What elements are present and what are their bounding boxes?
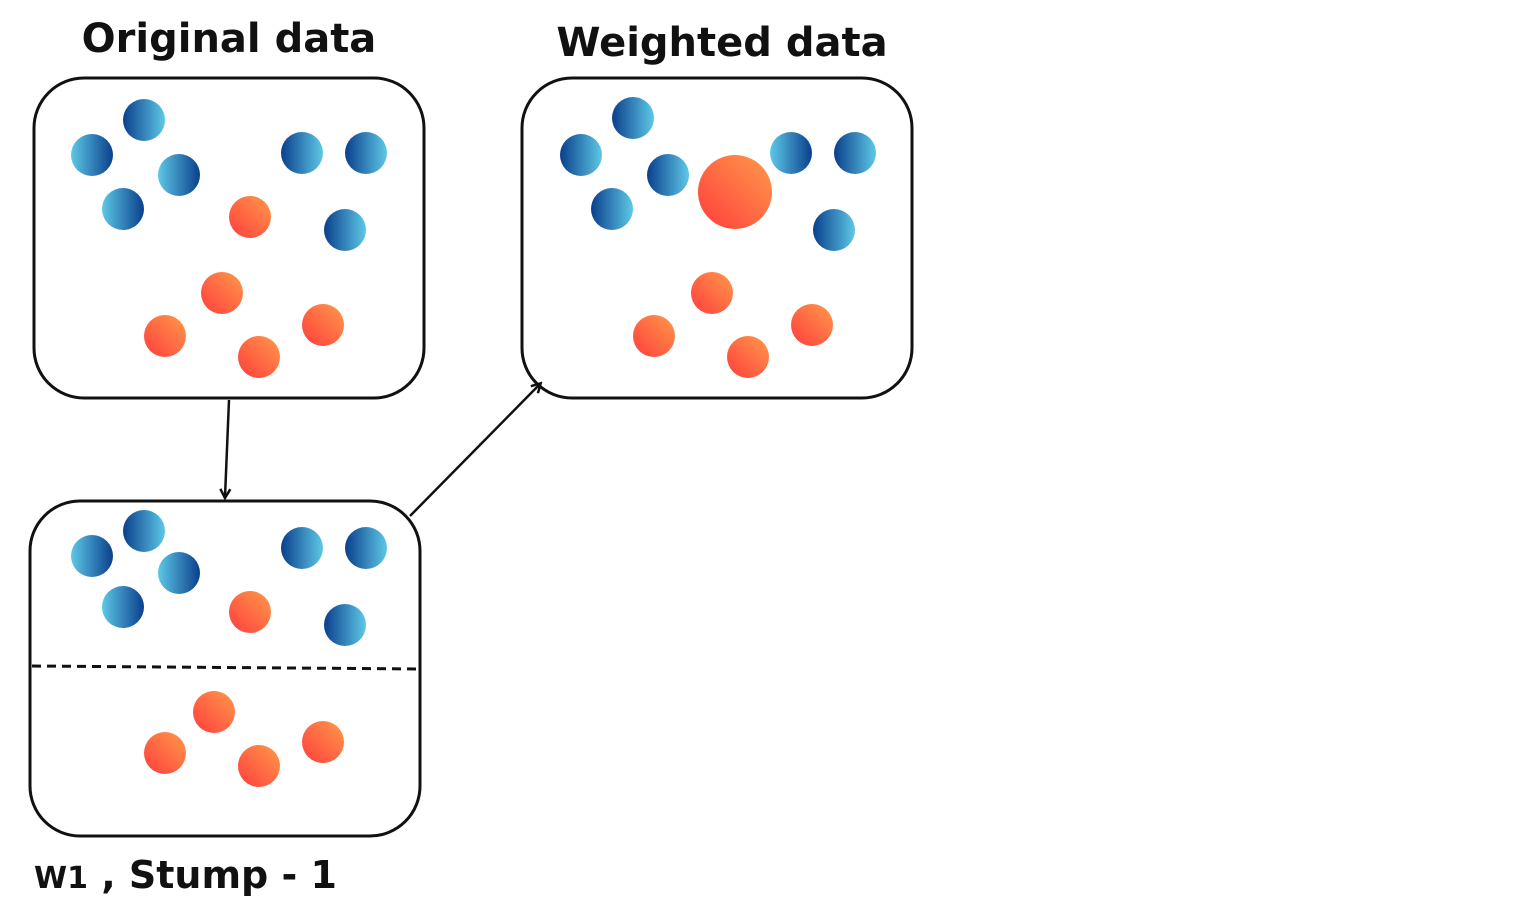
title-original-data: Original data [82, 16, 377, 62]
orange-point [302, 304, 344, 346]
orange-point-misclassified [229, 591, 271, 633]
blue-point [123, 99, 165, 141]
caption-separator: , [88, 853, 129, 897]
orange-point-upweighted [698, 155, 772, 229]
blue-point [123, 510, 165, 552]
orange-point [238, 336, 280, 378]
blue-point [102, 586, 144, 628]
orange-point [238, 745, 280, 787]
panel-frame [520, 76, 914, 400]
orange-point [791, 304, 833, 346]
arrow-stump-to-weighted [409, 384, 540, 517]
panel-frame [32, 76, 426, 400]
blue-point [158, 154, 200, 196]
blue-point [591, 188, 633, 230]
blue-point [281, 132, 323, 174]
orange-point [144, 732, 186, 774]
blue-point [281, 527, 323, 569]
stump-decision-boundary [31, 664, 423, 671]
caption-stump: W1 , Stump - 1 [34, 853, 337, 897]
blue-point [324, 209, 366, 251]
blue-point [102, 188, 144, 230]
blue-point [71, 535, 113, 577]
panel-stump-1 [28, 499, 423, 838]
orange-point [691, 272, 733, 314]
blue-point [158, 552, 200, 594]
blue-point [71, 134, 113, 176]
blue-point [345, 132, 387, 174]
arrow-original-to-stump [225, 399, 229, 497]
orange-point [302, 721, 344, 763]
orange-point [727, 336, 769, 378]
title-weighted-data: Weighted data [556, 20, 887, 66]
blue-point [345, 527, 387, 569]
caption-weight: W1 [34, 861, 88, 896]
blue-point [324, 604, 366, 646]
blue-point [612, 97, 654, 139]
blue-point [770, 132, 812, 174]
blue-point [834, 132, 876, 174]
caption-stump-label: Stump - 1 [129, 853, 337, 897]
orange-point [229, 196, 271, 238]
orange-point [633, 315, 675, 357]
panel-original-data [32, 76, 426, 400]
orange-point [144, 315, 186, 357]
panel-weighted-data [520, 76, 914, 400]
blue-point [813, 209, 855, 251]
blue-point [647, 154, 689, 196]
blue-point [560, 134, 602, 176]
orange-point [201, 272, 243, 314]
orange-point [193, 691, 235, 733]
